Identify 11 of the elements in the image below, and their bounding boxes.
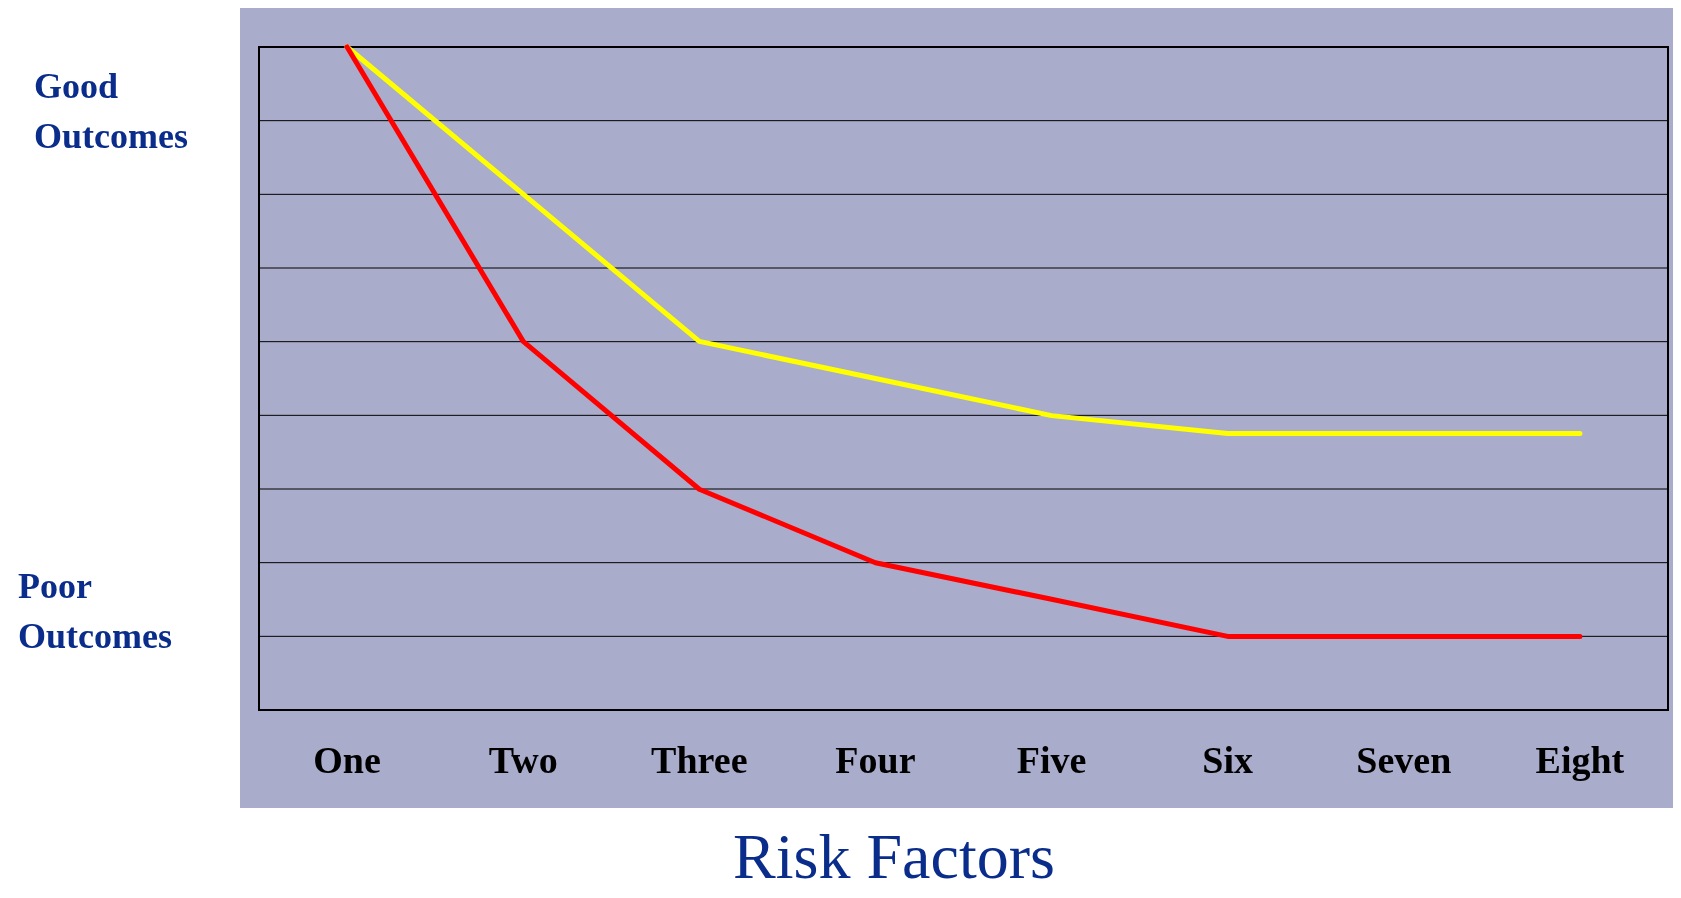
x-tick-label: Six (1202, 739, 1254, 781)
text: Poor Outcomes (18, 566, 172, 656)
x-tick-label: Eight (1535, 739, 1625, 781)
x-tick-label: One (313, 739, 381, 781)
x-tick-label: Two (488, 739, 558, 781)
x-tick-label: Five (1016, 739, 1087, 781)
x-tick-label: Seven (1356, 739, 1452, 781)
x-tick-label: Three (651, 739, 748, 781)
x-tick-label: Four (835, 739, 916, 781)
x-axis-title: Risk Factors (733, 821, 1055, 892)
text: Good Outcomes (34, 66, 188, 156)
